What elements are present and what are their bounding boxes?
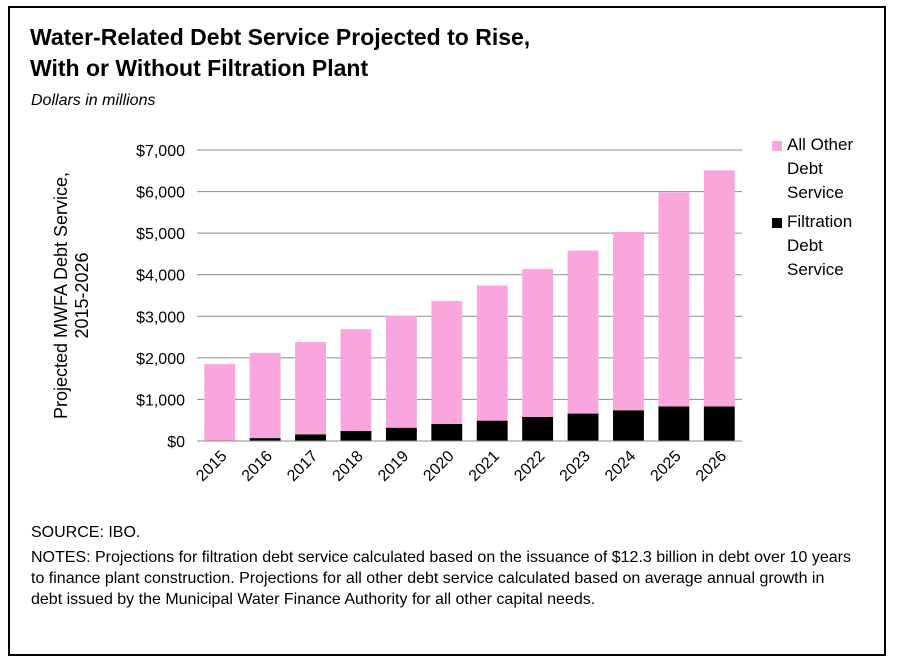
bar-other bbox=[703, 170, 735, 407]
chart-title: Water-Related Debt Service Projected to … bbox=[30, 22, 730, 84]
y-axis-label-line-2: 2015-2026 bbox=[72, 252, 92, 338]
bar-filtration bbox=[249, 438, 281, 441]
bar-filtration bbox=[613, 410, 644, 441]
stacked-bar-chart: $0 $1,000 $2,000 $3,000 $4,000 $5,000 $6,000 $7… bbox=[51, 135, 853, 485]
y-axis-label-line-1: Projected MWFA Debt Service, bbox=[51, 172, 71, 419]
y-tick-label: $6,000 bbox=[136, 185, 185, 202]
bar-filtration bbox=[567, 413, 599, 441]
notes-text: NOTES: Projections for filtration debt s… bbox=[31, 549, 852, 608]
bar-other bbox=[249, 352, 281, 439]
bar-other bbox=[476, 285, 508, 421]
title-line-1: Water-Related Debt Service Projected to … bbox=[30, 24, 531, 50]
y-tick-label: $1,000 bbox=[136, 392, 185, 409]
legend-label: Debt bbox=[787, 159, 823, 178]
y-tick-label: $2,000 bbox=[136, 351, 185, 368]
title-line-2: With or Without Filtration Plant bbox=[30, 55, 369, 81]
legend-label: Debt bbox=[787, 236, 823, 255]
x-tick-label: 2025 bbox=[648, 448, 685, 485]
y-tick-label: $5,000 bbox=[136, 226, 185, 243]
bar-filtration bbox=[431, 423, 463, 441]
legend-label: All Other bbox=[787, 135, 853, 154]
bar-other bbox=[522, 268, 554, 417]
x-tick-label: 2021 bbox=[466, 448, 503, 485]
bar-filtration bbox=[295, 434, 326, 441]
x-tick-label: 2017 bbox=[284, 448, 321, 485]
bar-other bbox=[431, 300, 463, 424]
bar-filtration bbox=[385, 427, 417, 441]
x-tick-label: 2022 bbox=[511, 448, 548, 485]
x-tick-label: 2016 bbox=[239, 448, 276, 485]
chart-subtitle: Dollars in millions bbox=[31, 92, 156, 109]
bar-filtration bbox=[658, 406, 690, 441]
bar-filtration bbox=[522, 416, 554, 441]
x-tick-label: 2023 bbox=[557, 448, 594, 485]
y-tick-label: $7,000 bbox=[136, 143, 185, 160]
y-tick-label: $3,000 bbox=[136, 309, 185, 326]
bar-filtration bbox=[340, 431, 372, 441]
legend-swatch bbox=[772, 218, 782, 228]
bar-other bbox=[567, 250, 599, 414]
legend-label: Filtration bbox=[787, 212, 852, 231]
bar-other bbox=[613, 231, 644, 411]
source-note: SOURCE: IBO. bbox=[31, 524, 141, 541]
bar-other bbox=[385, 315, 417, 428]
x-tick-label: 2026 bbox=[693, 448, 730, 485]
legend-swatch bbox=[772, 141, 782, 151]
x-tick-label: 2020 bbox=[420, 448, 457, 485]
x-tick-label: 2018 bbox=[330, 448, 367, 485]
y-tick-label: $0 bbox=[167, 434, 185, 451]
legend-label: Service bbox=[787, 260, 844, 279]
y-tick-label: $4,000 bbox=[136, 268, 185, 285]
chart-frame bbox=[8, 6, 886, 656]
bar-other bbox=[204, 364, 236, 441]
x-tick-label: 2019 bbox=[375, 448, 412, 485]
x-tick-label: 2024 bbox=[602, 448, 639, 485]
bar-other bbox=[295, 342, 326, 435]
bar-filtration bbox=[476, 420, 508, 441]
legend-label: Service bbox=[787, 183, 844, 202]
x-tick-label: 2015 bbox=[193, 448, 230, 485]
bar-other bbox=[340, 329, 372, 432]
bar-other bbox=[658, 192, 690, 407]
bar-filtration bbox=[703, 406, 735, 441]
